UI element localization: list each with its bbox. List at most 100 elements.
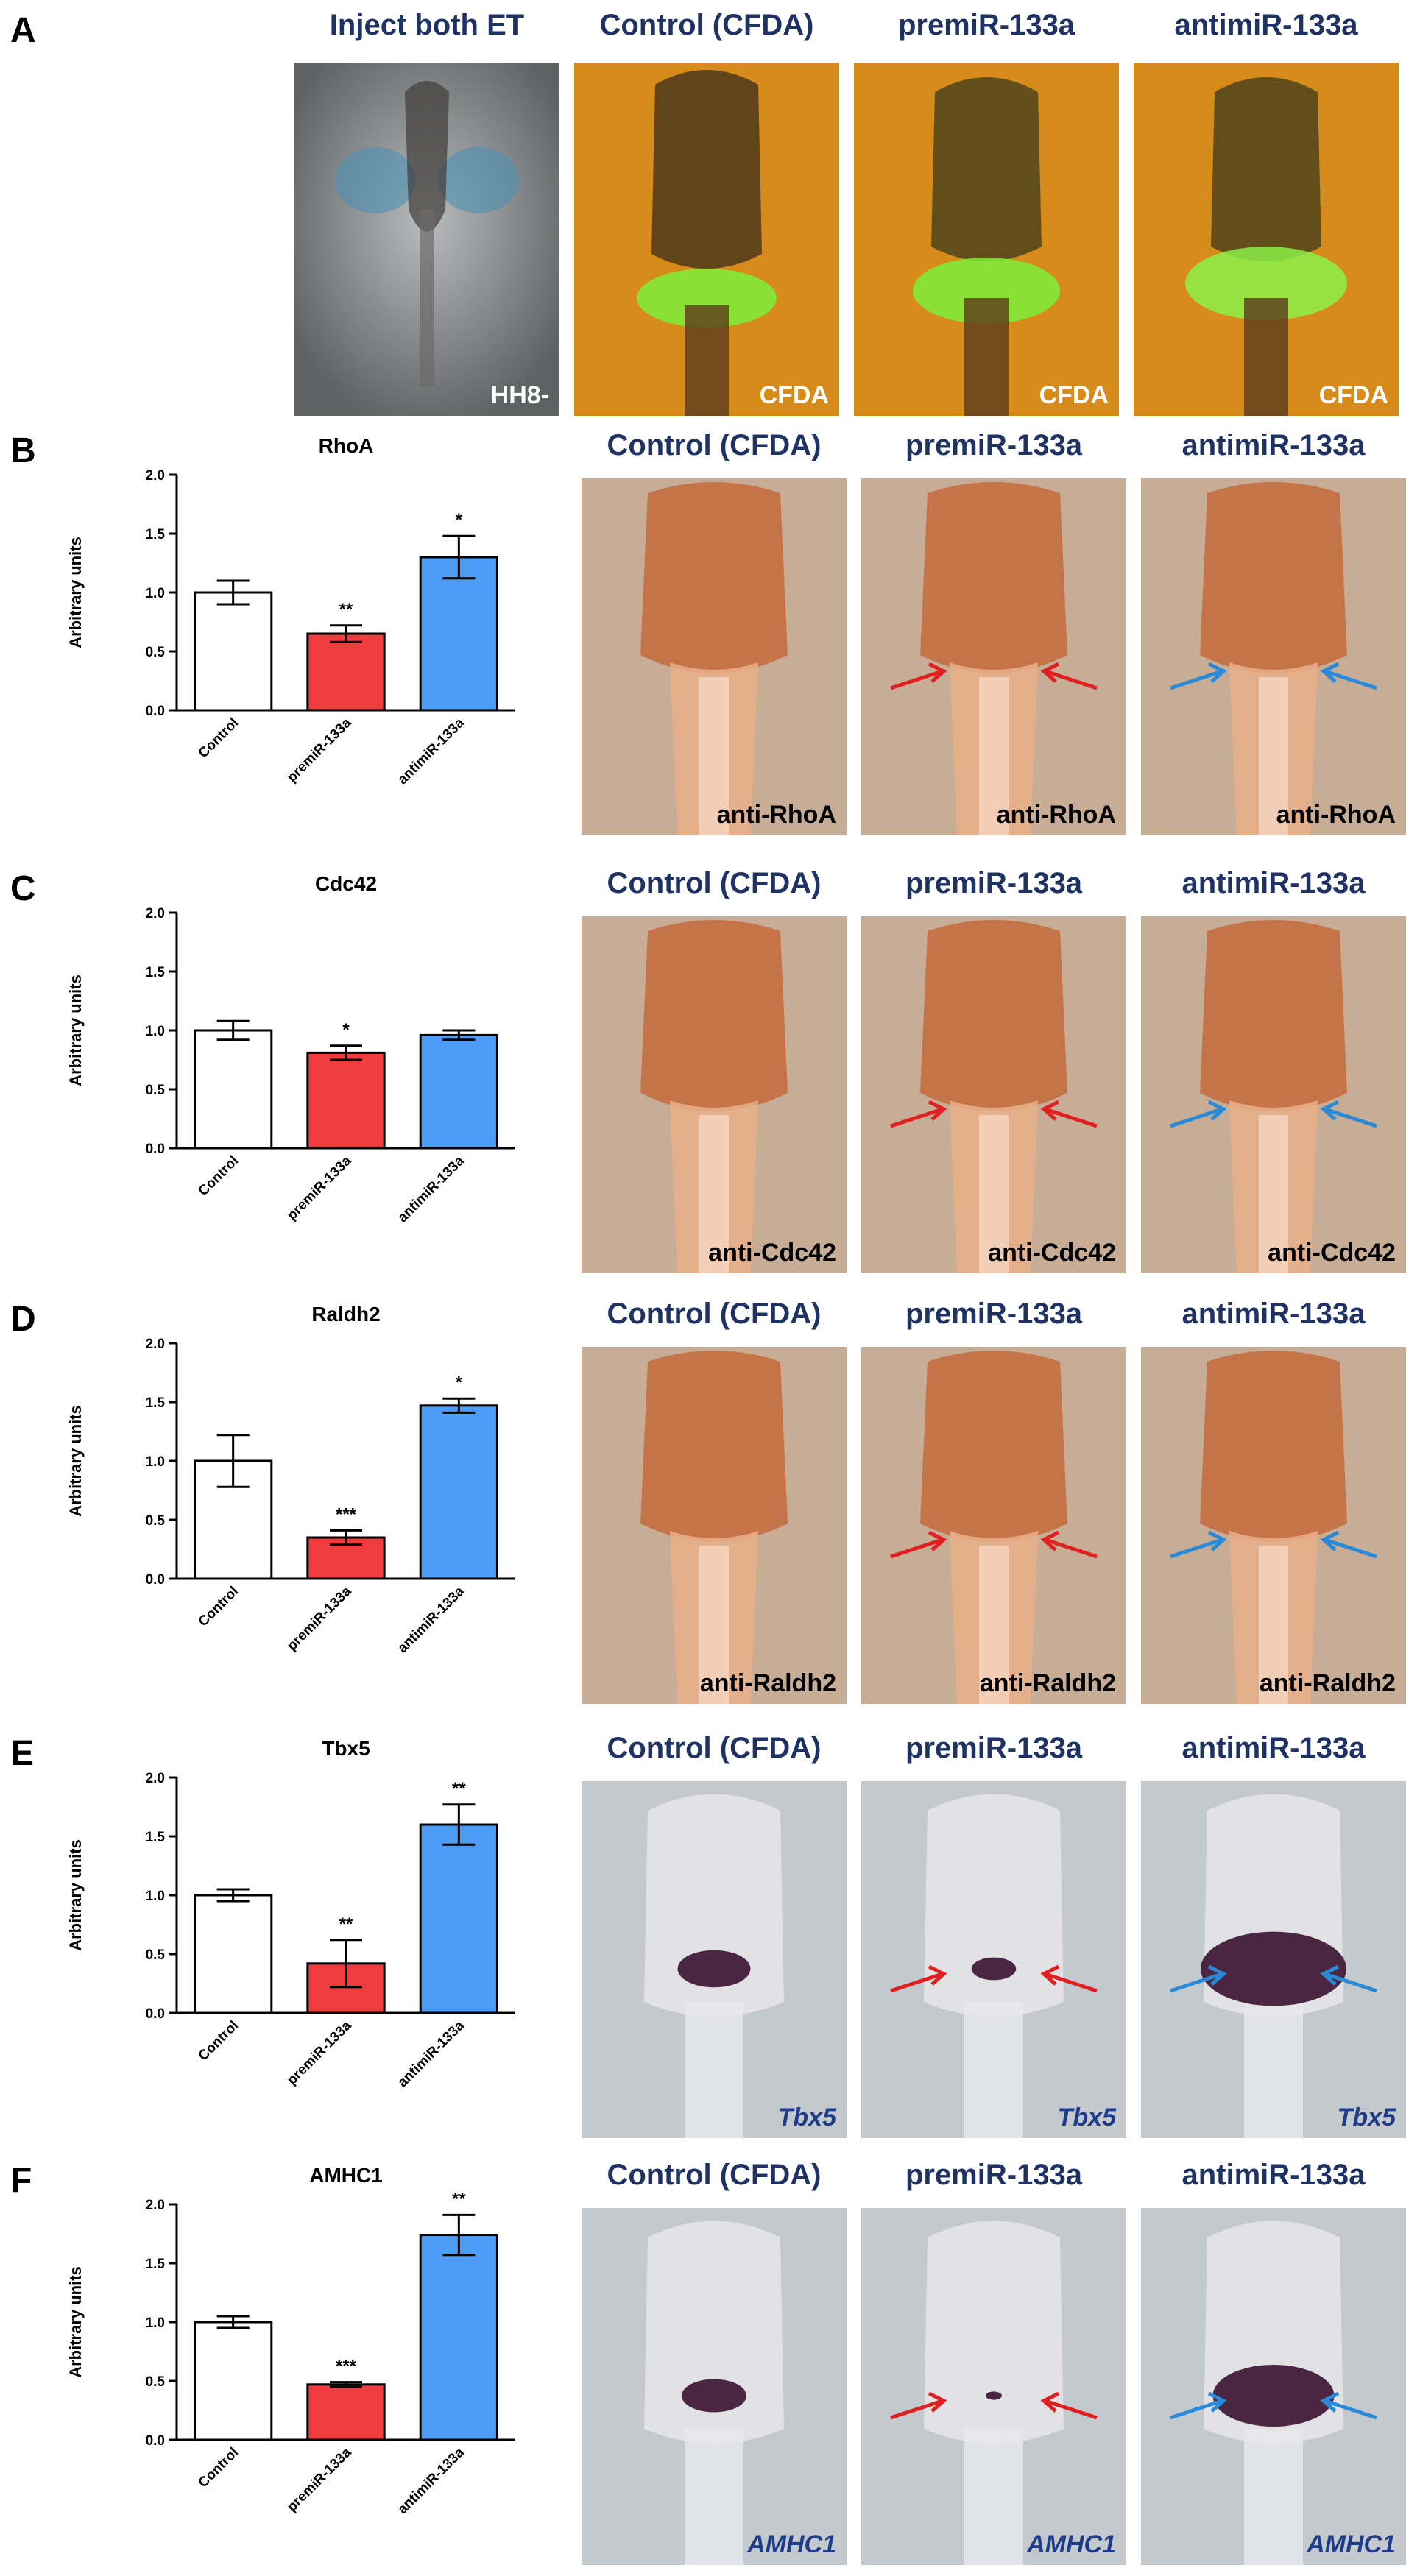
row-amhc1-photo-label-1: AMHC1: [747, 2530, 836, 2558]
row-cdc42-photo-label-2: anti-Cdc42: [988, 1239, 1116, 1267]
row-amhc1-header-1: Control (CFDA): [607, 2159, 822, 2191]
row-raldh2-photo-1: anti-Raldh2: [582, 1347, 847, 1704]
panel-a-header-2: Control (CFDA): [599, 9, 814, 41]
bar-control: [194, 1029, 273, 1150]
significance-marker: *: [456, 1373, 463, 1393]
y-axis-label: Arbitrary units: [66, 1405, 85, 1517]
row-rhoa-photo-2: anti-RhoA: [861, 478, 1126, 835]
row-rhoa-header-2: premiR-133a: [905, 429, 1083, 461]
y-tick-label: 0.5: [146, 1083, 166, 1098]
panel-a-stage-label: HH8-: [490, 381, 549, 409]
row-rhoa-header-3: antimiR-133a: [1181, 429, 1366, 461]
y-axis-label: Arbitrary units: [66, 1839, 85, 1951]
bar-control: [194, 591, 273, 712]
y-tick-label: 1.0: [146, 2315, 165, 2331]
y-axis-label: Arbitrary units: [66, 537, 85, 648]
y-tick-label: 1.5: [146, 1395, 166, 1411]
row-raldh2-photo-label-1: anti-Raldh2: [699, 1669, 836, 1697]
y-axis-label: Arbitrary units: [66, 2266, 85, 2378]
row-amhc1-photo-label-3: AMHC1: [1307, 2530, 1396, 2558]
panel-a-header-1: Inject both ET: [329, 9, 525, 41]
x-tick-label: antimiR-133a: [395, 715, 467, 788]
chart-amhc1: AMHC1 Arbitrary units 0.0 0.5 1.0 1.5 2.0 Contr…: [52, 2160, 567, 2558]
panel-a-photo-antimir: CFDA: [1134, 63, 1399, 416]
bar-antimir-133a: [419, 556, 498, 712]
panel-letter-d: D: [10, 1300, 36, 1339]
y-tick-label: 2.0: [146, 906, 165, 921]
y-tick-label: 0.5: [146, 645, 166, 660]
panel-letter-b: B: [10, 431, 36, 470]
y-tick-label: 1.0: [146, 1889, 165, 1904]
row-tbx5-header-1: Control (CFDA): [607, 1732, 822, 1764]
row-rhoa-photo-3: anti-RhoA: [1141, 478, 1406, 835]
row-tbx5-header-3: antimiR-133a: [1181, 1732, 1366, 1764]
row-cdc42-photo-label-1: anti-Cdc42: [708, 1239, 836, 1267]
y-tick-label: 0.5: [146, 1947, 166, 1963]
row-cdc42-photo-3: anti-Cdc42: [1141, 916, 1406, 1273]
row-tbx5-photo-1: Tbx5: [582, 1781, 847, 2138]
x-tick-label: antimiR-133a: [395, 2017, 467, 2090]
bar-premir-133a: [306, 2383, 386, 2441]
row-tbx5-photo-3: Tbx5: [1141, 1781, 1406, 2138]
chart-title: Raldh2: [311, 1303, 380, 1326]
chart-raldh2: Raldh2 Arbitrary units 0.0 0.5 1.0 1.5 2.0 Cont…: [52, 1299, 567, 1696]
row-raldh2-photo-2: anti-Raldh2: [861, 1347, 1126, 1704]
y-tick-label: 1.0: [146, 1454, 165, 1470]
y-tick-label: 0.0: [146, 1572, 165, 1588]
panel-a-header-3: premiR-133a: [897, 9, 1075, 41]
row-cdc42-header-3: antimiR-133a: [1181, 867, 1366, 899]
row-tbx5-photo-label-1: Tbx5: [777, 2103, 836, 2131]
x-tick-label: Control: [196, 1584, 242, 1630]
panel-a-photo-control: CFDA: [574, 63, 839, 416]
row-amhc1-photo-1: AMHC1: [582, 2208, 847, 2565]
y-tick-label: 0.0: [146, 2433, 165, 2449]
significance-marker: **: [339, 1914, 353, 1934]
chart-cdc42: Cdc42 Arbitrary units 0.0 0.5 1.0 1.5 2.0 Contr…: [52, 868, 567, 1266]
y-tick-label: 2.0: [146, 1771, 165, 1786]
row-rhoa-photo-label-3: anti-RhoA: [1276, 801, 1396, 829]
panel-a-cfda-label-2: CFDA: [1039, 381, 1109, 409]
panel-letter-f: F: [10, 2161, 32, 2200]
y-tick-label: 1.5: [146, 2257, 166, 2272]
row-cdc42-header-1: Control (CFDA): [607, 867, 822, 899]
significance-marker: **: [452, 1779, 466, 1799]
chart-tbx5: Tbx5 Arbitrary units 0.0 0.5 1.0 1.5 2.0 Contro…: [52, 1733, 567, 2131]
panel-a-photo-injection: HH8-: [294, 63, 559, 416]
row-raldh2-photo-label-3: anti-Raldh2: [1259, 1669, 1396, 1697]
chart-title: Cdc42: [315, 872, 377, 895]
row-tbx5-photo-2: Tbx5: [861, 1781, 1126, 2138]
bar-control: [194, 1894, 273, 2014]
row-rhoa-header-1: Control (CFDA): [607, 429, 822, 461]
row-rhoa-photo-1: anti-RhoA: [582, 478, 847, 835]
bar-antimir-133a: [419, 2234, 498, 2441]
row-cdc42-photo-label-3: anti-Cdc42: [1268, 1239, 1396, 1267]
significance-marker: *: [456, 510, 463, 530]
significance-marker: ***: [336, 1504, 357, 1524]
x-tick-label: premiR-133a: [284, 2444, 355, 2515]
chart-rhoa: RhoA Arbitrary units 0.0 0.5 1.0 1.5 2.0 Contro…: [52, 431, 567, 828]
bar-antimir-133a: [419, 1033, 498, 1150]
significance-marker: **: [339, 600, 353, 620]
x-tick-label: premiR-133a: [284, 2017, 355, 2088]
x-tick-label: premiR-133a: [284, 1153, 355, 1223]
panel-a-cfda-label-3: CFDA: [1318, 381, 1388, 409]
x-tick-label: Control: [196, 1153, 242, 1200]
x-tick-label: antimiR-133a: [395, 2444, 467, 2517]
significance-marker: **: [452, 2189, 466, 2209]
panel-letter-a: A: [10, 11, 36, 50]
panel-a-cfda-label-1: CFDA: [759, 381, 829, 409]
row-cdc42-header-2: premiR-133a: [905, 867, 1083, 899]
row-amhc1-header-3: antimiR-133a: [1181, 2159, 1366, 2191]
chart-title: AMHC1: [309, 2164, 383, 2187]
y-tick-label: 0.0: [146, 704, 165, 719]
x-tick-label: antimiR-133a: [395, 1153, 467, 1225]
y-tick-label: 0.0: [146, 1142, 165, 1157]
significance-marker: *: [342, 1020, 350, 1040]
y-tick-label: 1.0: [146, 1024, 165, 1039]
y-axis-label: Arbitrary units: [66, 974, 85, 1086]
significance-marker: ***: [336, 2357, 357, 2377]
bar-control: [194, 2321, 273, 2441]
y-tick-label: 2.0: [146, 468, 165, 484]
row-raldh2-header-1: Control (CFDA): [607, 1298, 822, 1330]
y-tick-label: 0.5: [146, 1513, 166, 1529]
